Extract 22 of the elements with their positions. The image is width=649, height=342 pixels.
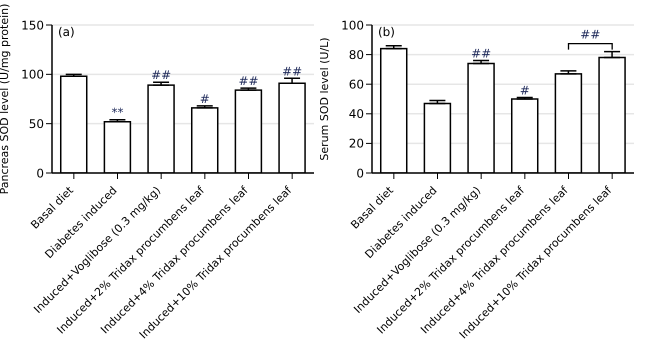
annotation: ## — [238, 74, 259, 88]
annotation: ## — [580, 28, 600, 42]
y-tick-label: 50 — [28, 116, 44, 131]
y-tick-label: 20 — [348, 136, 364, 151]
y-tick-label: 40 — [348, 107, 364, 122]
y-tick-label: 100 — [341, 18, 364, 32]
annotation: (a) — [58, 25, 75, 39]
y-tick-label: 80 — [348, 48, 364, 62]
annotation: ** — [112, 106, 124, 120]
annotation: # — [520, 84, 530, 98]
y-tick-label: 0 — [36, 166, 44, 180]
annotation: # — [200, 92, 210, 106]
y-tick-label: 100 — [21, 68, 44, 82]
annotation: ## — [282, 64, 302, 78]
annotation: ## — [471, 46, 492, 61]
y-tick-label: 150 — [21, 18, 44, 32]
annotation: (b) — [378, 25, 395, 39]
y-axis-title: Serum SOD level (U/L) — [318, 37, 331, 161]
annotation: ## — [151, 68, 172, 82]
y-tick-label: 0 — [356, 166, 364, 180]
y-axis-title: Pancreas SOD level (U/mg protein) — [0, 4, 11, 194]
y-tick-label: 60 — [348, 77, 364, 92]
